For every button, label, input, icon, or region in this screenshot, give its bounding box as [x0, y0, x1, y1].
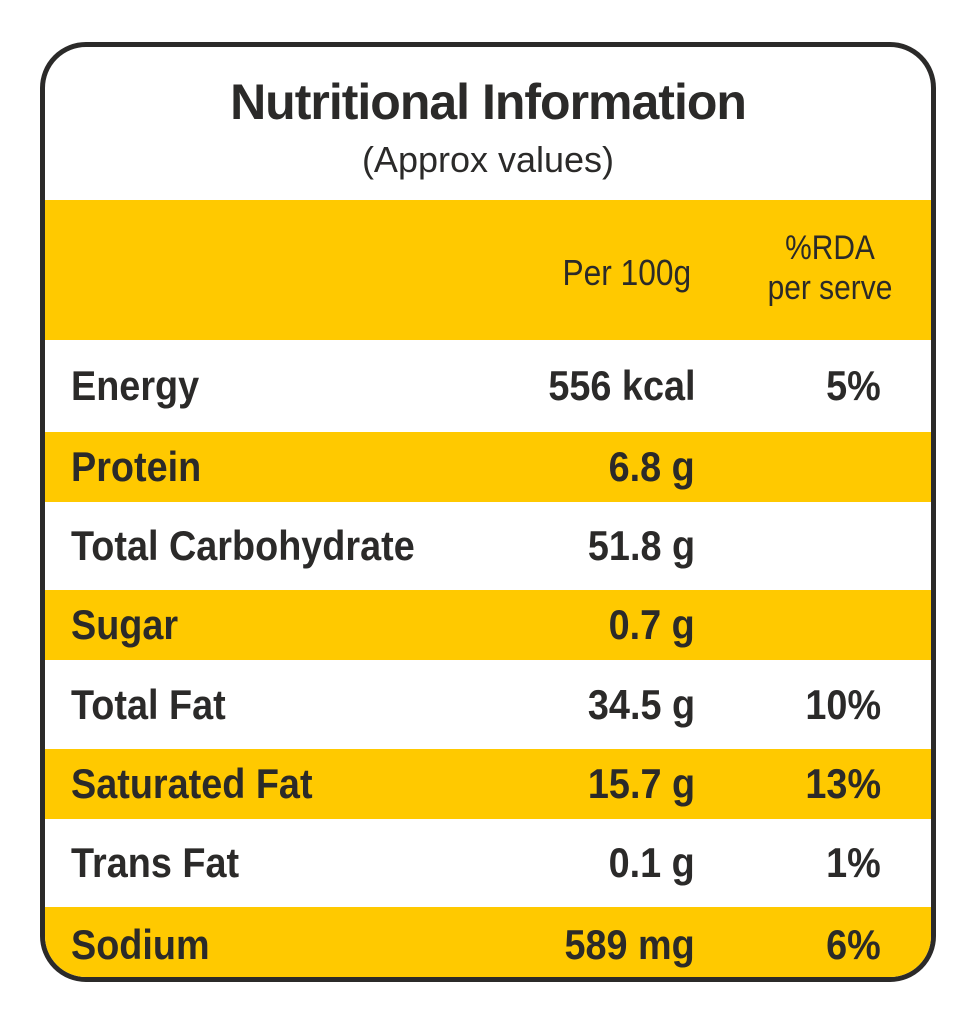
header-rda: %RDA per serve — [760, 228, 901, 308]
table-row: Saturated Fat 15.7 g 13% — [45, 749, 931, 819]
table-row: Total Carbohydrate 51.8 g — [45, 502, 931, 590]
per-100g-value: 556 kcal — [547, 362, 695, 409]
header-per-100g: Per 100g — [562, 252, 691, 293]
nutrient-label: Energy — [71, 362, 200, 409]
rda-value: 6% — [826, 920, 881, 968]
per-100g-value: 34.5 g — [587, 680, 695, 728]
nutrient-label: Protein — [71, 443, 202, 490]
per-100g-value: 51.8 g — [587, 522, 695, 569]
per-100g-value: 589 mg — [564, 920, 695, 968]
table-row: Protein 6.8 g — [45, 432, 931, 502]
per-100g-value: 6.8 g — [608, 443, 695, 490]
rda-value: 1% — [826, 839, 881, 886]
table-row: Total Fat 34.5 g 10% — [45, 660, 931, 749]
rda-value: 5% — [826, 362, 881, 409]
per-100g-value: 15.7 g — [587, 760, 695, 807]
nutrient-label: Total Fat — [71, 680, 226, 728]
table-row: Energy 556 kcal 5% — [45, 340, 931, 432]
table-row: Trans Fat 0.1 g 1% — [45, 819, 931, 907]
rda-value: 10% — [805, 680, 881, 728]
table-row: Sugar 0.7 g — [45, 590, 931, 660]
nutrient-label: Total Carbohydrate — [71, 522, 415, 569]
header-rda-line2: per serve — [767, 269, 893, 307]
table-header: Per 100g %RDA per serve — [45, 200, 931, 340]
nutrient-label: Sugar — [71, 601, 179, 648]
nutrition-label: Nutritional Information (Approx values) … — [40, 42, 936, 982]
label-title: Nutritional Information — [230, 74, 747, 130]
nutrient-label: Trans Fat — [71, 839, 240, 886]
rda-value: 13% — [805, 760, 881, 807]
table-row: Sodium 589 mg 6% — [45, 907, 931, 977]
label-subtitle: (Approx values) — [361, 139, 615, 180]
nutrient-label: Sodium — [71, 920, 210, 968]
per-100g-value: 0.1 g — [608, 839, 695, 886]
header-rda-line1: %RDA — [785, 229, 875, 267]
nutrient-label: Saturated Fat — [71, 760, 313, 807]
per-100g-value: 0.7 g — [608, 601, 695, 648]
